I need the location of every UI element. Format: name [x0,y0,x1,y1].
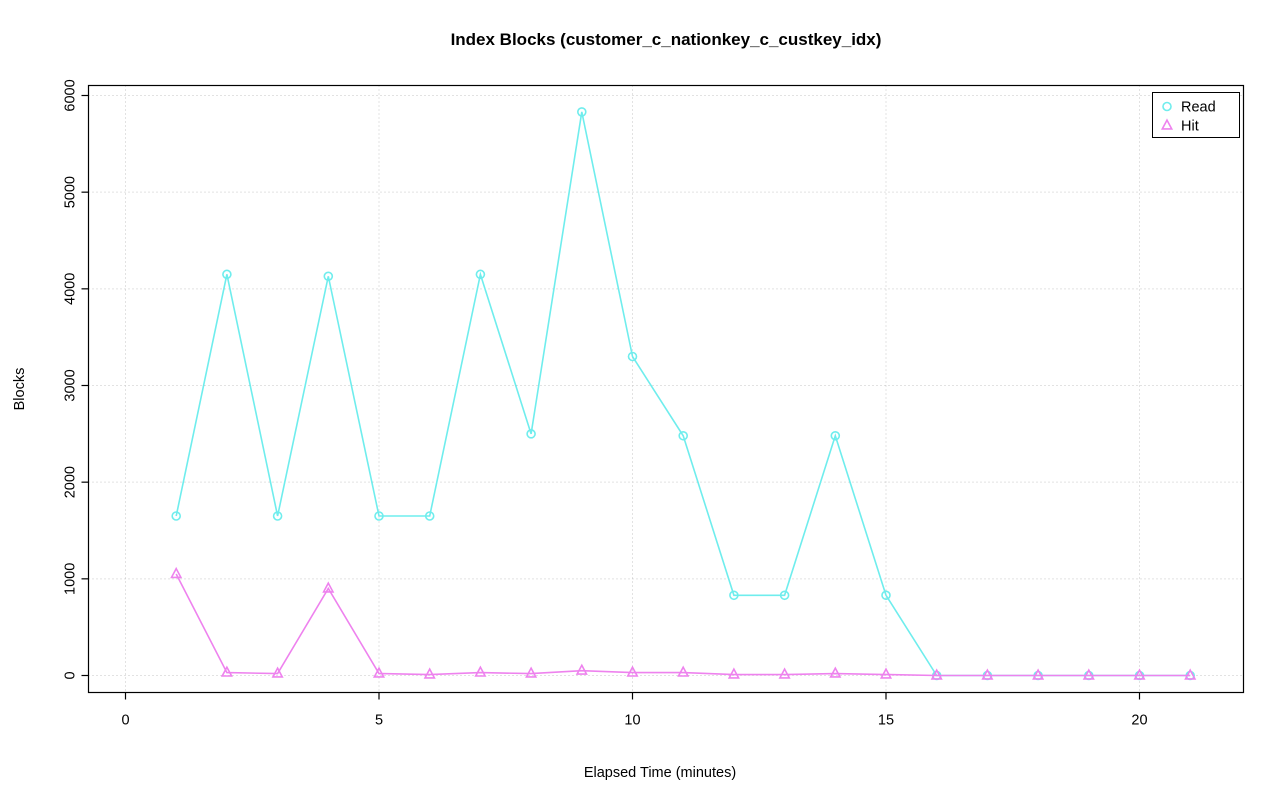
x-tick-label: 10 [624,713,640,729]
data-point-hit [727,667,740,679]
plot-border [87,84,1245,694]
data-point-read [678,430,689,441]
legend-label-hit: Hit [1181,119,1199,135]
data-point-read [830,430,841,441]
data-point-read [627,351,638,362]
data-point-hit [271,666,284,678]
data-point-hit [1032,668,1045,680]
data-point-hit [778,667,791,679]
x-tick-label: 5 [375,713,383,729]
legend-label-read: Read [1181,100,1216,116]
y-tick-label: 4000 [63,273,79,305]
y-tick-label: 3000 [63,369,79,401]
data-point-hit [626,665,639,677]
data-point-hit [372,666,386,678]
data-point-hit [170,566,183,579]
data-point-read [323,271,334,282]
legend-marker-read [1162,101,1172,112]
data-point-hit [423,667,436,679]
x-tick-label: 20 [1131,713,1147,729]
data-point-hit [1184,668,1197,680]
data-point-hit [322,581,335,593]
data-point-hit [677,665,690,677]
data-point-hit [1082,668,1095,680]
axis-ticks: 0 5 10 15 20 0 1000 2000 3000 4000 5000 6000 [63,79,1148,728]
data-point-read [374,511,384,521]
data-point-hit [879,667,893,679]
y-axis-label: Blocks [12,368,28,411]
legend-marker-hit [1160,118,1174,130]
data-point-read [171,511,181,521]
data-point-read [424,511,435,521]
data-point-read [729,590,739,601]
y-tick-label: 6000 [63,79,79,111]
data-point-read [222,269,232,280]
y-tick-label: 1000 [63,563,79,595]
data-point-hit [829,666,842,678]
data-point-hit [474,665,487,677]
data-point-read [779,590,790,601]
gridlines [88,85,1244,693]
y-tick-label: 2000 [63,466,79,498]
data-point-hit [525,666,538,678]
chart-title: Index Blocks (customer_c_nationkey_c_cus… [451,30,882,49]
y-tick-label: 5000 [63,176,79,208]
x-tick-label: 15 [878,713,894,729]
data-point-read [272,511,283,521]
legend-box [1152,92,1240,138]
data-point-read [526,429,536,439]
x-tick-label: 0 [121,713,129,729]
y-tick-label: 0 [63,671,79,679]
data-point-read [576,107,587,117]
data-point-hit [575,663,588,675]
x-axis-label: Elapsed Time (minutes) [584,765,736,781]
data-point-hit [981,668,994,680]
data-series [170,107,1197,681]
data-point-hit [220,665,233,677]
data-point-read [475,269,486,280]
series-line-read [175,111,1191,677]
legend: Read Hit [1152,92,1240,138]
data-point-hit [930,668,943,680]
series-line-hit [175,573,1191,677]
data-point-read [881,590,891,601]
data-point-hit [1133,668,1146,680]
